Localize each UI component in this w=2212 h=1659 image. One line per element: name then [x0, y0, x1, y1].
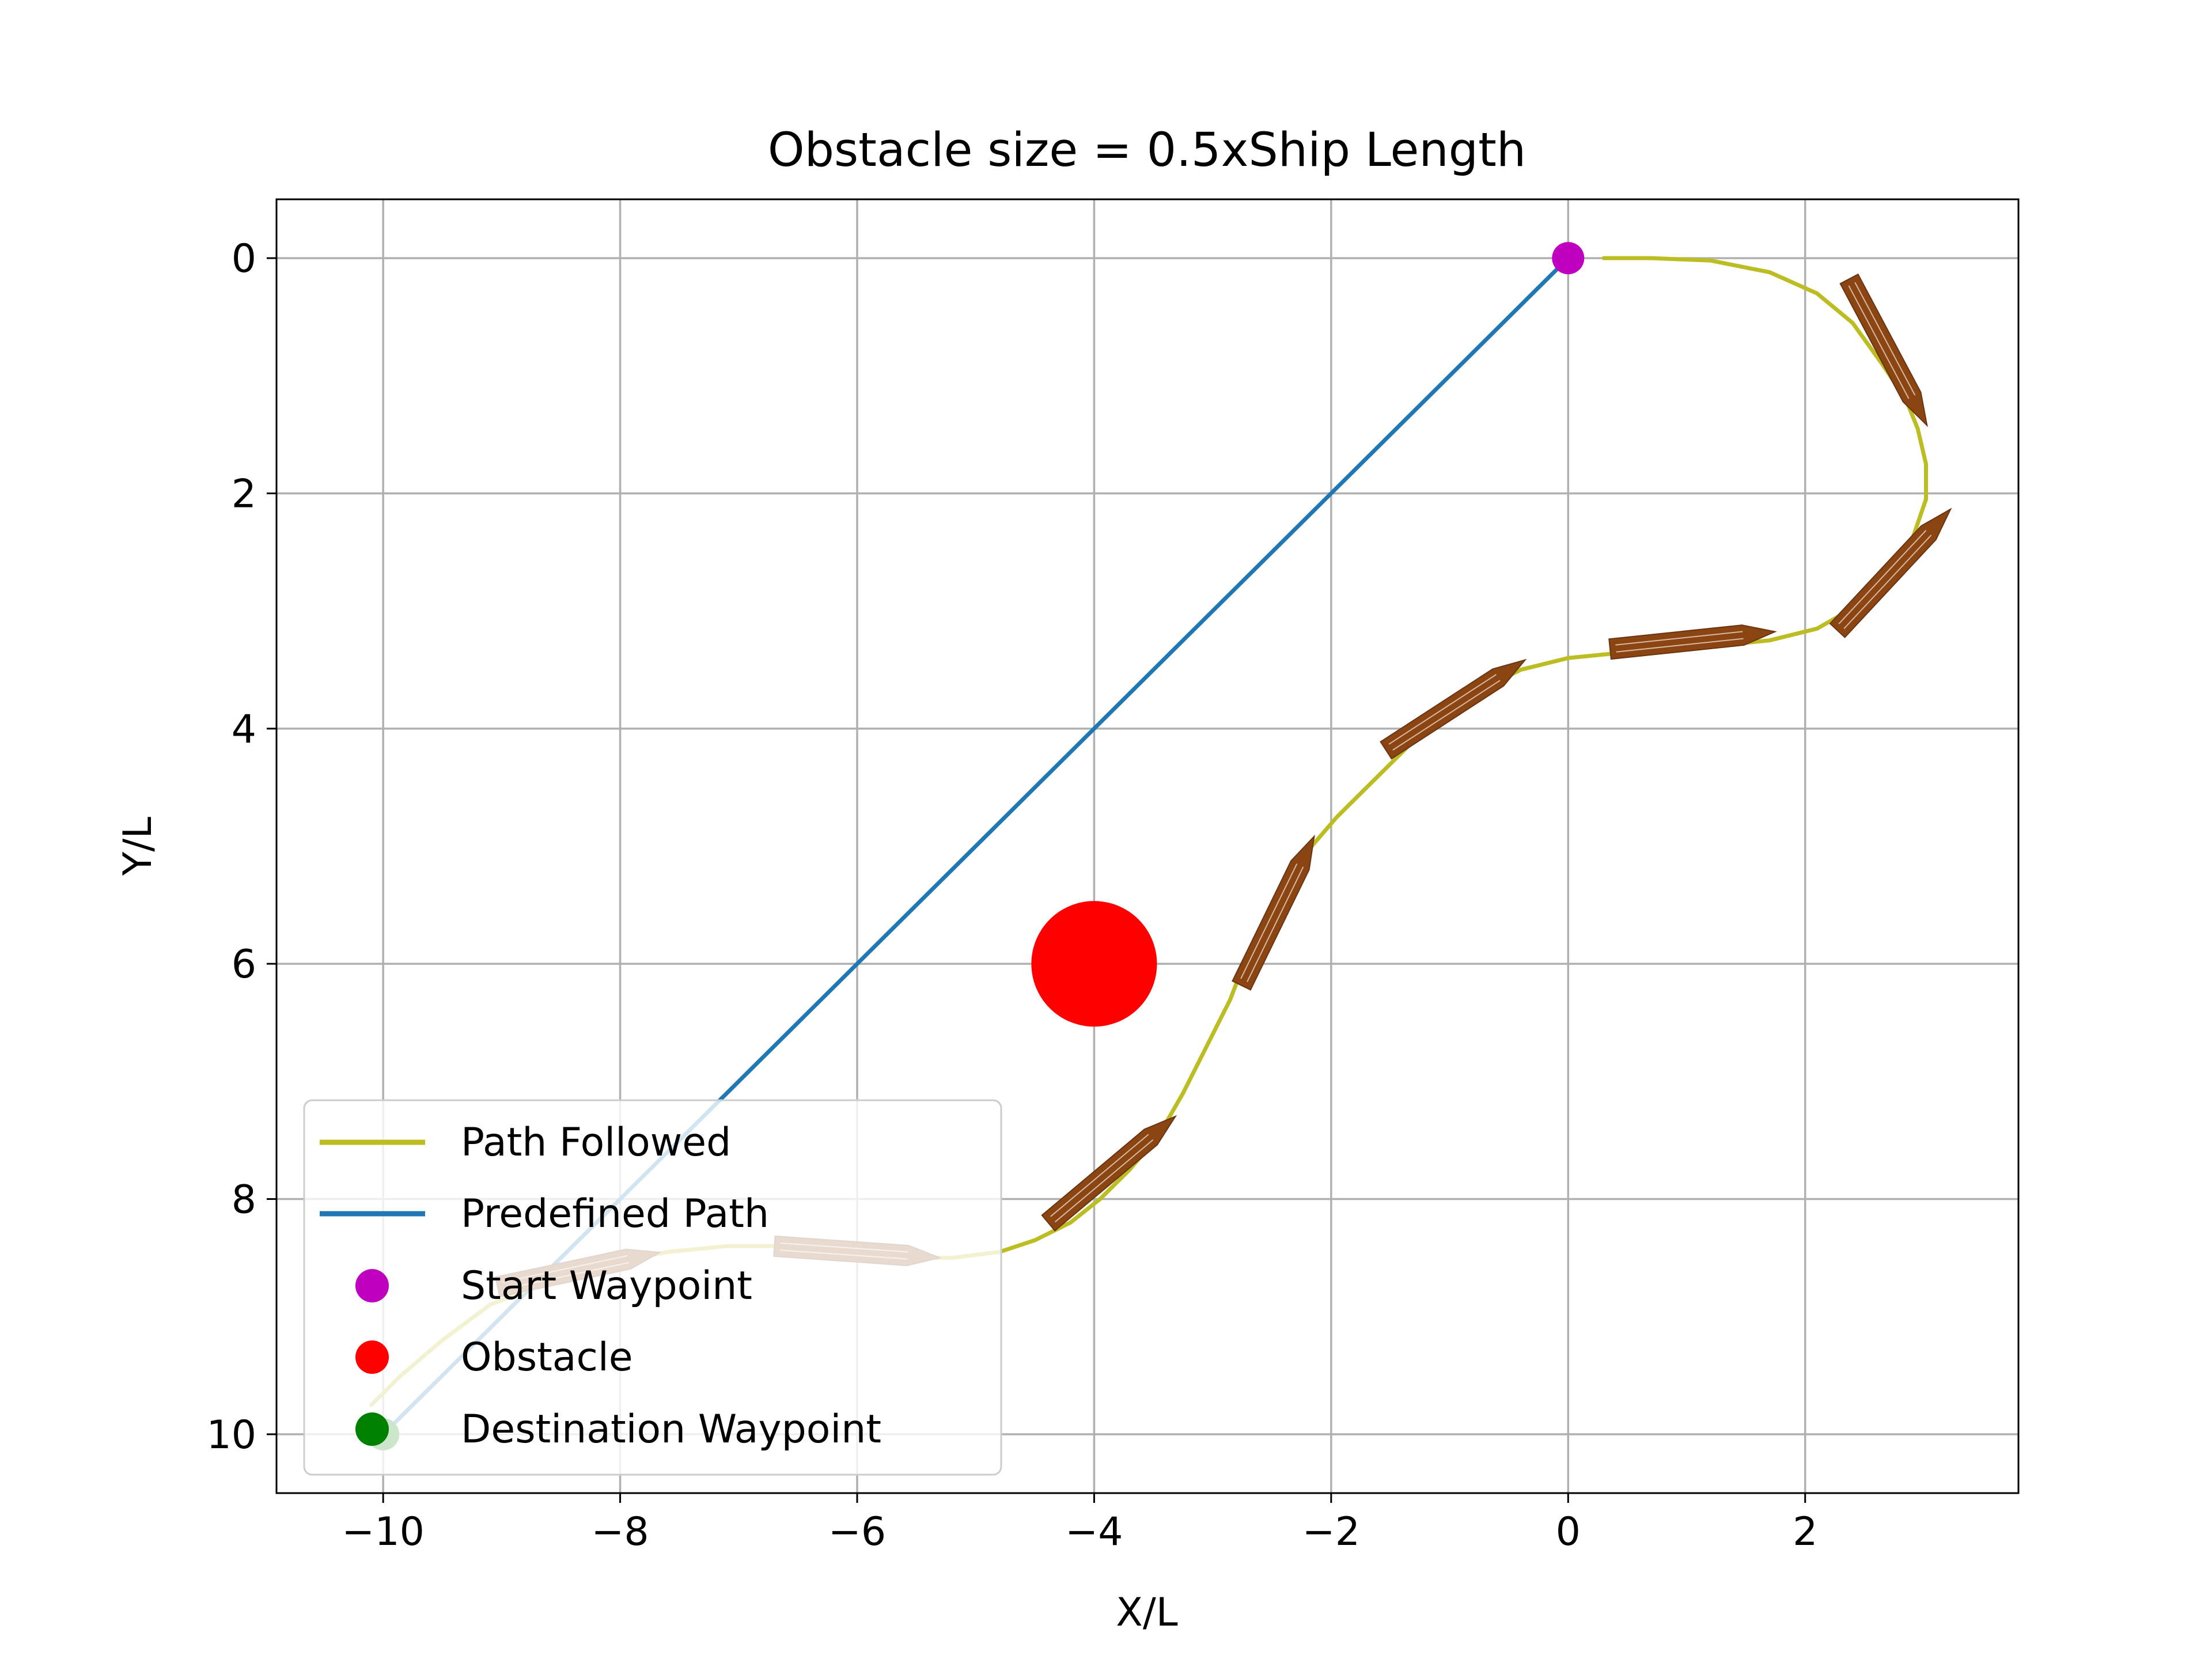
y-tick-label: 8	[232, 1177, 256, 1223]
axis-ticks: −10 −8 −6 −4 −2 0 2 0 2 4 6 8 10	[206, 236, 1817, 1555]
obstacle-marker	[1031, 901, 1157, 1027]
ship-hull	[1608, 624, 1777, 660]
ship-deck-line	[1843, 535, 1932, 630]
legend-label-predefined-path: Predefined Path	[461, 1191, 769, 1237]
legend: Path Followed Predefined Path Start Wayp…	[303, 1099, 1002, 1476]
y-tick-label: 10	[206, 1412, 256, 1458]
plot-frame	[275, 198, 2020, 1494]
x-tick-label: −4	[1065, 1509, 1123, 1555]
x-tick-label: 2	[1793, 1509, 1817, 1555]
x-tick-label: 0	[1556, 1509, 1581, 1555]
ship-deck-line	[1050, 1134, 1149, 1217]
ship-marker	[1380, 658, 1527, 760]
start-waypoint-marker	[1552, 242, 1585, 275]
ship-deck-line	[1054, 1139, 1154, 1223]
legend-swatch-start-waypoint	[355, 1269, 389, 1302]
x-tick-label: −8	[591, 1509, 649, 1555]
ship-marker	[1829, 507, 1952, 638]
chart-title: Obstacle size = 0.5xShip Length	[768, 123, 1526, 177]
ship-deck-line	[1392, 680, 1501, 751]
ship-deck-line	[1848, 285, 1910, 399]
ship-deck-line	[1388, 674, 1497, 745]
ship-deck-line	[1838, 529, 1927, 624]
y-axis-label: Y/L	[115, 817, 161, 876]
legend-label-obstacle: Obstacle	[461, 1335, 633, 1380]
x-axis-label: X/L	[1116, 1590, 1177, 1635]
legend-label-destination-waypoint: Destination Waypoint	[461, 1407, 881, 1452]
legend-swatch-destination-waypoint	[355, 1412, 389, 1446]
y-tick-label: 0	[232, 236, 256, 282]
ship-hull	[1839, 273, 1928, 427]
legend-label-start-waypoint: Start Waypoint	[461, 1263, 752, 1309]
ship-marker	[1041, 1115, 1177, 1232]
ship-marker	[1608, 624, 1777, 660]
ship-deck-line	[1854, 282, 1916, 396]
legend-swatch-obstacle	[355, 1340, 389, 1374]
y-tick-label: 4	[232, 707, 256, 752]
ship-marker	[1839, 273, 1928, 427]
ship-hull	[1829, 507, 1952, 638]
y-tick-label: 2	[232, 471, 256, 517]
y-tick-label: 6	[232, 942, 256, 987]
ship-deck-line	[1616, 638, 1744, 653]
x-tick-label: −2	[1302, 1509, 1360, 1555]
ship-marker	[1232, 834, 1315, 991]
ship-deck-line	[1240, 863, 1298, 979]
ship-hull	[1041, 1115, 1177, 1232]
x-tick-label: −6	[828, 1509, 886, 1555]
ship-deck-line	[1247, 866, 1304, 982]
legend-label-path-followed: Path Followed	[461, 1120, 731, 1165]
legend-box	[303, 1099, 1002, 1476]
ship-deck-line	[1615, 631, 1743, 646]
x-tick-label: −10	[342, 1509, 425, 1555]
